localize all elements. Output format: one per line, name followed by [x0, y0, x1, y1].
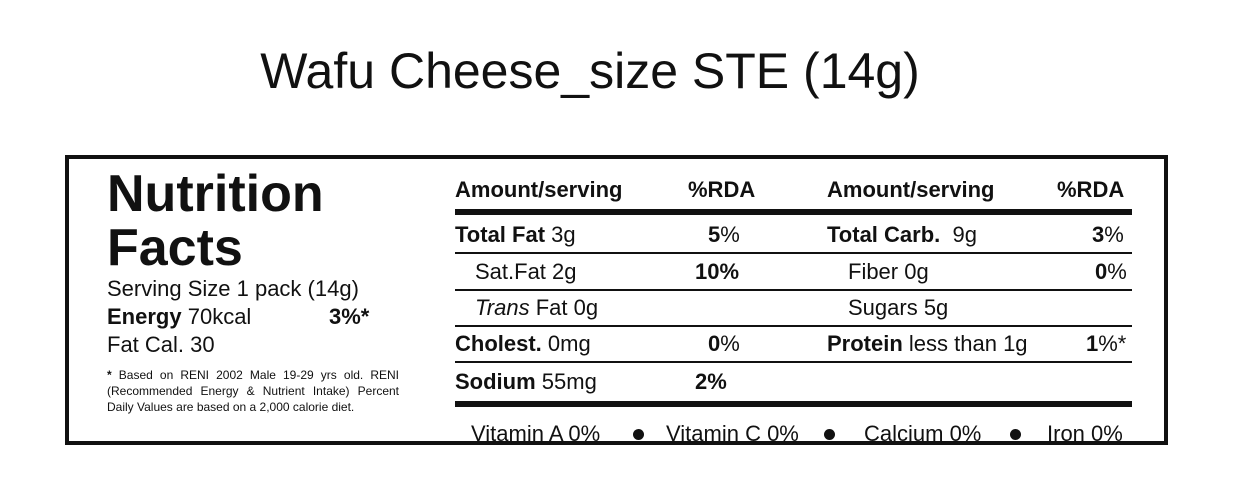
nutrition-facts-heading-line2: Facts	[107, 219, 243, 277]
table-row: Sat.Fat 2g 10% Fiber 0g 0%	[475, 259, 1127, 284]
energy-value: 70kcal	[187, 304, 252, 329]
table-row: Total Fat 3g 5% Total Carb. 9g 3%	[455, 222, 1124, 247]
energy-line: Energy 70kcal 3%*	[107, 303, 407, 331]
rda-header-left: %RDA	[688, 177, 756, 202]
footnote-text: Based on RENI 2002 Male 19-29 yrs old. R…	[107, 368, 400, 414]
energy-pct: 3%*	[329, 304, 370, 329]
nutrition-facts-panel: Nutrition Facts Serving Size 1 pack (14g…	[65, 155, 1168, 446]
table-row: Cholest. 0mg 0% Protein less than 1g 1%*	[455, 331, 1127, 356]
row-divider	[455, 325, 1132, 327]
energy-label: Energy	[107, 304, 182, 329]
thick-divider-bottom	[455, 401, 1132, 407]
amount-header-right: Amount/serving	[827, 177, 995, 202]
vitamin-a: Vitamin A 0%	[471, 421, 601, 446]
product-title: Wafu Cheese_size STE (14g)	[260, 43, 920, 99]
label-summary: Nutrition Facts Serving Size 1 pack (14g…	[107, 167, 407, 415]
bullet-icon	[633, 429, 644, 440]
calcium: Calcium 0%	[864, 421, 982, 446]
nutrient-table: Amount/serving %RDA Amount/serving %RDA …	[455, 173, 1132, 446]
serving-size: Serving Size 1 pack (14g)	[107, 276, 359, 301]
table-row: Trans Fat 0g Sugars 5g	[475, 295, 949, 320]
fat-calories: Fat Cal. 30	[107, 332, 215, 357]
bullet-icon	[824, 429, 835, 440]
thick-divider-top	[455, 209, 1132, 215]
row-divider	[455, 252, 1132, 254]
bullet-icon	[1010, 429, 1021, 440]
nutrition-facts-heading-line1: Nutrition	[107, 165, 324, 223]
amount-header-left: Amount/serving	[455, 177, 623, 202]
footnote: * Based on RENI 2002 Male 19-29 yrs old.…	[107, 367, 399, 415]
row-divider	[455, 289, 1132, 291]
row-divider	[455, 361, 1132, 363]
footnote-star: *	[107, 368, 112, 382]
vitamin-c: Vitamin C 0%	[666, 421, 799, 446]
table-header: Amount/serving %RDA Amount/serving %RDA	[455, 173, 1132, 209]
table-row: Sodium 55mg 2%	[455, 369, 727, 394]
rda-header-right: %RDA	[1057, 177, 1125, 202]
iron: Iron 0%	[1047, 421, 1123, 446]
